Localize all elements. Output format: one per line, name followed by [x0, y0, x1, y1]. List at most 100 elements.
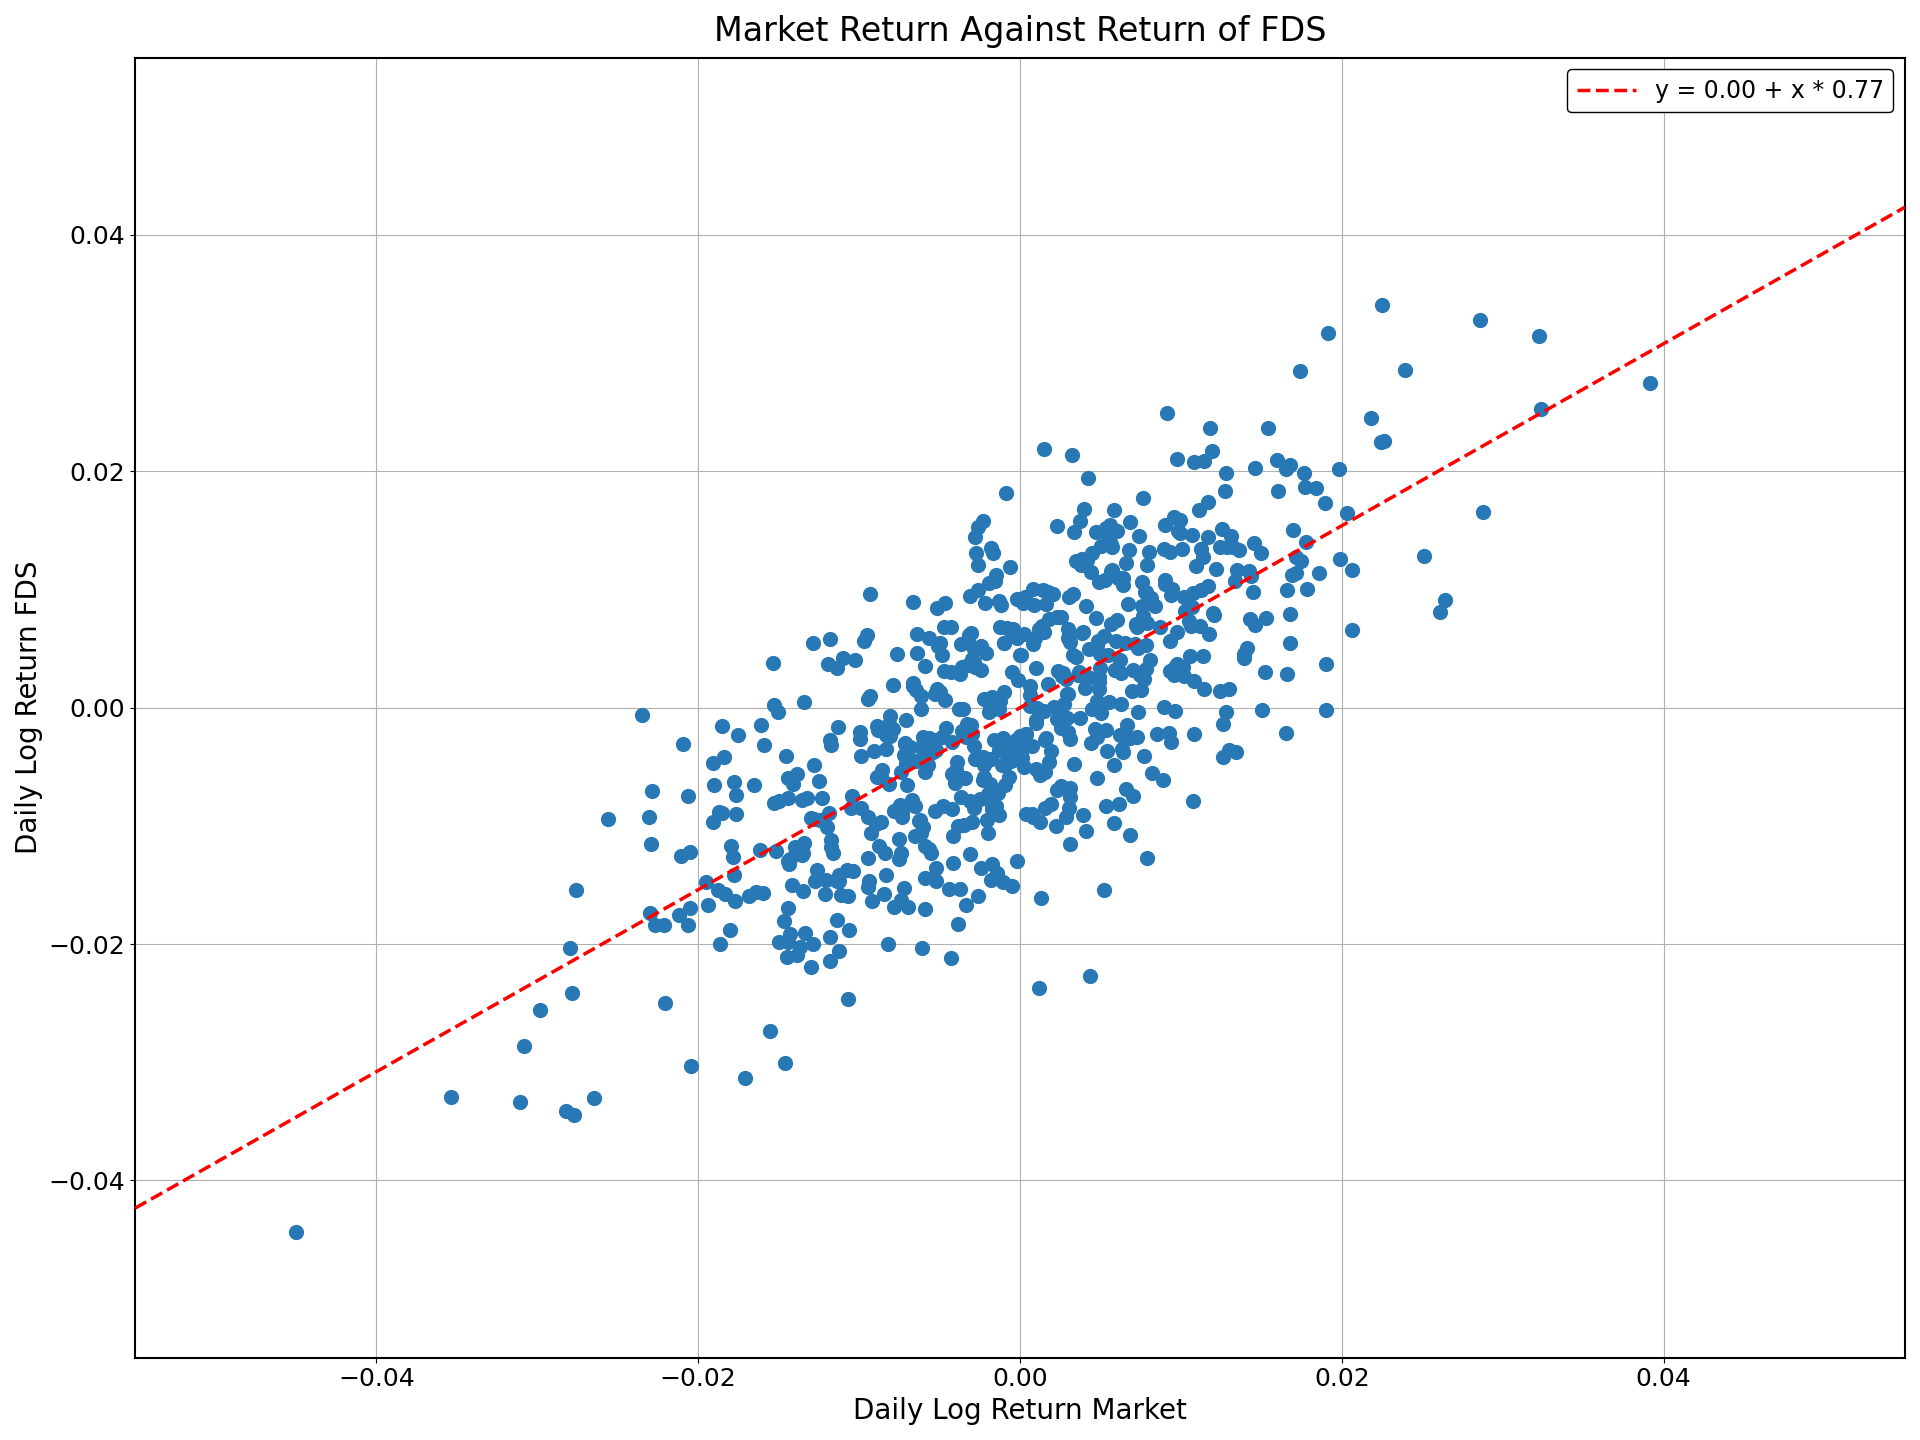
- Point: [1085, 694, 1116, 717]
- Point: [1016, 694, 1046, 717]
- Point: [1016, 734, 1046, 757]
- Point: [1356, 408, 1386, 431]
- Point: [1052, 707, 1083, 730]
- Point: [1002, 734, 1033, 757]
- Point: [1117, 785, 1148, 808]
- Point: [1198, 603, 1229, 626]
- Point: [1271, 662, 1302, 685]
- Point: [1188, 449, 1219, 472]
- Point: [774, 852, 804, 876]
- Point: [814, 802, 845, 825]
- Point: [952, 654, 983, 677]
- Point: [772, 946, 803, 969]
- Point: [983, 739, 1014, 762]
- Point: [1091, 719, 1121, 742]
- Point: [939, 772, 970, 795]
- Point: [1229, 642, 1260, 665]
- Point: [956, 714, 987, 737]
- Point: [852, 624, 883, 647]
- Point: [977, 685, 1008, 708]
- Point: [906, 684, 937, 707]
- Point: [845, 744, 876, 768]
- Point: [747, 881, 778, 904]
- Point: [1133, 540, 1164, 563]
- Point: [1117, 680, 1148, 703]
- Point: [1177, 789, 1208, 812]
- Point: [1102, 566, 1133, 589]
- Point: [877, 717, 908, 740]
- Point: [964, 884, 995, 907]
- Point: [561, 878, 591, 901]
- Point: [1275, 454, 1306, 477]
- Point: [952, 711, 983, 734]
- Point: [922, 596, 952, 619]
- Point: [776, 923, 806, 946]
- Point: [1221, 559, 1252, 582]
- Point: [1127, 605, 1158, 628]
- Point: [1323, 458, 1354, 481]
- Point: [1246, 698, 1277, 721]
- Point: [1083, 665, 1114, 688]
- Point: [1179, 670, 1210, 693]
- Point: [1060, 753, 1091, 776]
- Point: [891, 732, 922, 755]
- Point: [1188, 644, 1219, 667]
- Point: [1215, 524, 1246, 547]
- Point: [1123, 636, 1154, 660]
- Point: [900, 642, 931, 665]
- Point: [1148, 537, 1179, 560]
- Point: [1073, 665, 1104, 688]
- Point: [787, 844, 818, 867]
- Point: [933, 877, 964, 900]
- Point: [1027, 577, 1058, 600]
- Point: [975, 868, 1006, 891]
- Point: [801, 870, 831, 893]
- Point: [762, 700, 793, 723]
- Point: [1108, 740, 1139, 763]
- Point: [1425, 600, 1455, 624]
- Point: [897, 789, 927, 812]
- Point: [1192, 526, 1223, 549]
- Point: [1081, 766, 1112, 789]
- Point: [1014, 683, 1044, 706]
- Point: [666, 844, 697, 867]
- Point: [1284, 360, 1315, 383]
- Point: [937, 824, 968, 847]
- Point: [1043, 660, 1073, 683]
- Point: [789, 691, 820, 714]
- Point: [833, 919, 864, 942]
- Point: [906, 734, 937, 757]
- Point: [1336, 619, 1367, 642]
- Point: [1018, 577, 1048, 600]
- Point: [983, 782, 1014, 805]
- Point: [804, 809, 835, 832]
- Point: [1188, 678, 1219, 701]
- Point: [749, 733, 780, 756]
- Point: [1056, 444, 1087, 467]
- Point: [977, 541, 1008, 564]
- Legend: y = 0.00 + x * 0.77: y = 0.00 + x * 0.77: [1567, 69, 1893, 112]
- Point: [1058, 583, 1089, 606]
- Point: [852, 688, 883, 711]
- Point: [1020, 657, 1050, 680]
- Point: [1173, 609, 1204, 632]
- Point: [996, 621, 1027, 644]
- Point: [856, 888, 887, 912]
- Point: [900, 678, 931, 701]
- Point: [960, 655, 991, 678]
- Point: [1089, 878, 1119, 901]
- Point: [1054, 631, 1085, 654]
- Point: [1169, 665, 1200, 688]
- Point: [1281, 562, 1311, 585]
- Point: [718, 770, 749, 793]
- Point: [996, 661, 1027, 684]
- Point: [1523, 324, 1553, 347]
- Point: [1208, 746, 1238, 769]
- Point: [803, 858, 833, 881]
- Point: [1229, 647, 1260, 670]
- Point: [770, 1051, 801, 1074]
- Point: [849, 629, 879, 652]
- Point: [1137, 762, 1167, 785]
- Point: [833, 884, 864, 907]
- Point: [1254, 416, 1284, 439]
